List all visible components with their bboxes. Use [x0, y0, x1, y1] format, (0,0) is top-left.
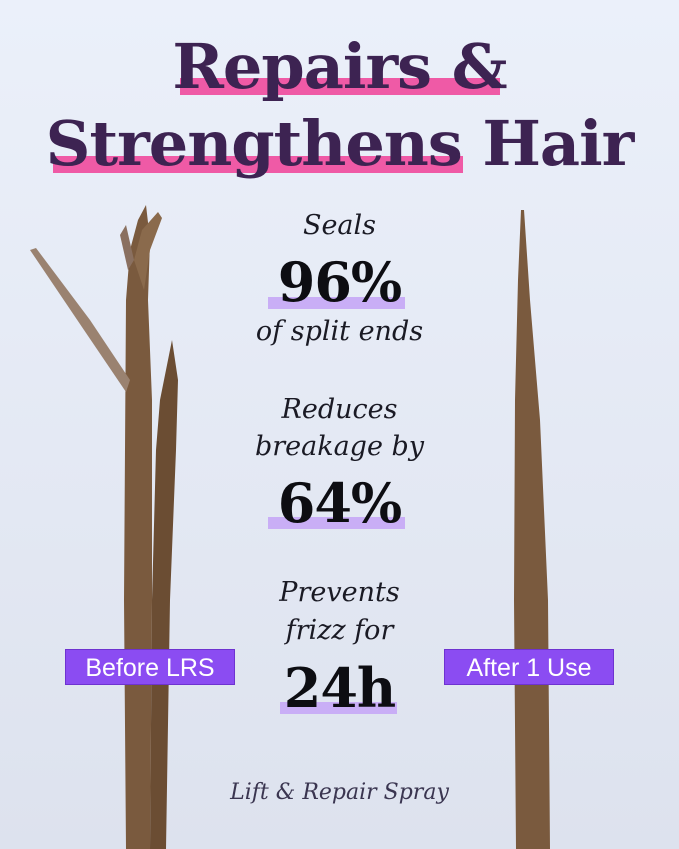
stat3-value: 24h	[283, 656, 396, 720]
stat2-value: 64%	[277, 471, 402, 535]
before-label: Before LRS	[65, 649, 235, 685]
title-line-2: Strengthens Hair	[45, 107, 635, 180]
stat3-pre1: Prevents	[279, 577, 400, 608]
stat1-highlight	[268, 297, 405, 309]
stat2-highlight	[268, 517, 405, 529]
before-hair-strand	[30, 205, 178, 849]
after-label: After 1 Use	[444, 649, 614, 685]
after-hair-strand	[514, 210, 550, 849]
product-name: Lift & Repair Spray	[230, 780, 449, 805]
title-highlight-1	[180, 78, 500, 95]
stat1-pre: Seals	[302, 210, 377, 241]
title-line-1: Repairs &	[172, 30, 507, 103]
stat3-highlight	[280, 702, 397, 714]
stat2-pre2: breakage by	[254, 431, 425, 462]
stat1-post: of split ends	[255, 316, 424, 347]
stat3-pre2: frizz for	[285, 615, 394, 646]
stat2-pre1: Reduces	[281, 394, 398, 425]
stat1-value: 96%	[277, 250, 402, 314]
title-highlight-2	[53, 156, 463, 173]
